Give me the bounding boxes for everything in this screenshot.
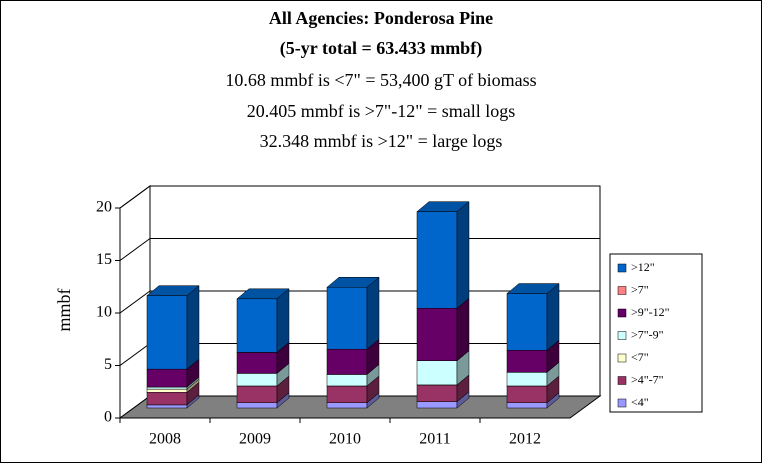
legend-swatch bbox=[617, 376, 627, 385]
bar-front bbox=[506, 402, 548, 409]
x-tick-label: 2010 bbox=[329, 431, 361, 448]
bar-front bbox=[146, 404, 188, 409]
bar-front bbox=[506, 293, 548, 351]
bar-front bbox=[236, 385, 278, 404]
legend-swatch bbox=[617, 353, 627, 363]
grid-line bbox=[119, 238, 151, 261]
y-tick-label: 10 bbox=[96, 304, 112, 321]
bar-top bbox=[146, 285, 200, 296]
bar-top bbox=[326, 277, 380, 288]
bar-front bbox=[326, 402, 368, 409]
legend-swatch bbox=[617, 263, 627, 273]
bar-front bbox=[236, 402, 278, 409]
bar-front bbox=[326, 287, 368, 350]
legend-swatch bbox=[617, 286, 627, 295]
bar-front bbox=[146, 368, 188, 388]
bar-front bbox=[326, 374, 368, 387]
y-tick-label: 0 bbox=[104, 409, 112, 426]
x-tick-label: 2008 bbox=[149, 431, 181, 448]
bar-top bbox=[506, 283, 560, 294]
bar-top bbox=[236, 288, 290, 300]
grid-line bbox=[119, 290, 151, 314]
legend-label: >4"-7" bbox=[631, 372, 664, 386]
bar-segment bbox=[416, 201, 470, 309]
y-tick-label: 5 bbox=[104, 356, 112, 373]
bar-front bbox=[416, 401, 458, 409]
bar-side bbox=[546, 283, 560, 351]
bar-segment bbox=[506, 283, 560, 351]
bar-front bbox=[146, 392, 188, 406]
bar-front bbox=[416, 308, 458, 361]
bar-side bbox=[456, 201, 470, 309]
bar-front bbox=[326, 348, 368, 375]
bar-front bbox=[146, 386, 188, 390]
legend-label: >7"-9" bbox=[631, 327, 664, 341]
bar-side bbox=[186, 285, 200, 370]
bar-front bbox=[236, 373, 278, 387]
bar-front bbox=[416, 360, 458, 386]
bar-front bbox=[326, 385, 368, 404]
legend-swatch bbox=[617, 308, 627, 318]
annotation: 20.405 mmbf is >7"-12" = small logs bbox=[247, 101, 516, 121]
grid-line bbox=[119, 343, 151, 366]
bar-front bbox=[146, 388, 188, 393]
legend-label: <7" bbox=[631, 350, 649, 364]
x-tick-label: 2011 bbox=[419, 431, 450, 448]
y-axis-label: mmbf bbox=[54, 288, 74, 331]
legend-label: >12" bbox=[631, 260, 655, 274]
bar-segment bbox=[236, 288, 290, 353]
chart-title: All Agencies: Ponderosa Pine bbox=[269, 8, 493, 28]
bar-front bbox=[416, 384, 458, 402]
annotation: 10.68 mmbf is <7" = 53,400 gT of biomass bbox=[225, 70, 536, 90]
bar-side bbox=[276, 288, 290, 353]
y-tick-label: 15 bbox=[96, 251, 112, 268]
chart-subtitle: (5-yr total = 63.433 mmbf) bbox=[280, 38, 482, 59]
x-tick-label: 2009 bbox=[239, 431, 271, 448]
bar-front bbox=[506, 372, 548, 387]
y-tick-label: 20 bbox=[96, 199, 112, 216]
annotation: 32.348 mmbf is >12" = large logs bbox=[260, 131, 503, 151]
bar-front bbox=[506, 385, 548, 404]
legend-swatch bbox=[617, 331, 627, 340]
legend-swatch bbox=[617, 398, 627, 408]
bar-front bbox=[506, 350, 548, 373]
bar-side bbox=[456, 297, 470, 362]
bar-segment bbox=[326, 276, 380, 350]
legend-label: >7" bbox=[631, 282, 649, 296]
x-tick-label: 2012 bbox=[509, 431, 541, 448]
bar-front bbox=[416, 211, 458, 309]
bar-front bbox=[236, 298, 278, 353]
bar-side bbox=[366, 276, 380, 350]
bar-top bbox=[416, 201, 470, 212]
bar-segment bbox=[146, 285, 200, 370]
grid-line bbox=[119, 185, 151, 209]
legend-label: >9"-12" bbox=[631, 305, 670, 319]
bar-front bbox=[236, 352, 278, 374]
bar-front bbox=[146, 295, 188, 370]
legend-label: <4" bbox=[631, 395, 649, 409]
